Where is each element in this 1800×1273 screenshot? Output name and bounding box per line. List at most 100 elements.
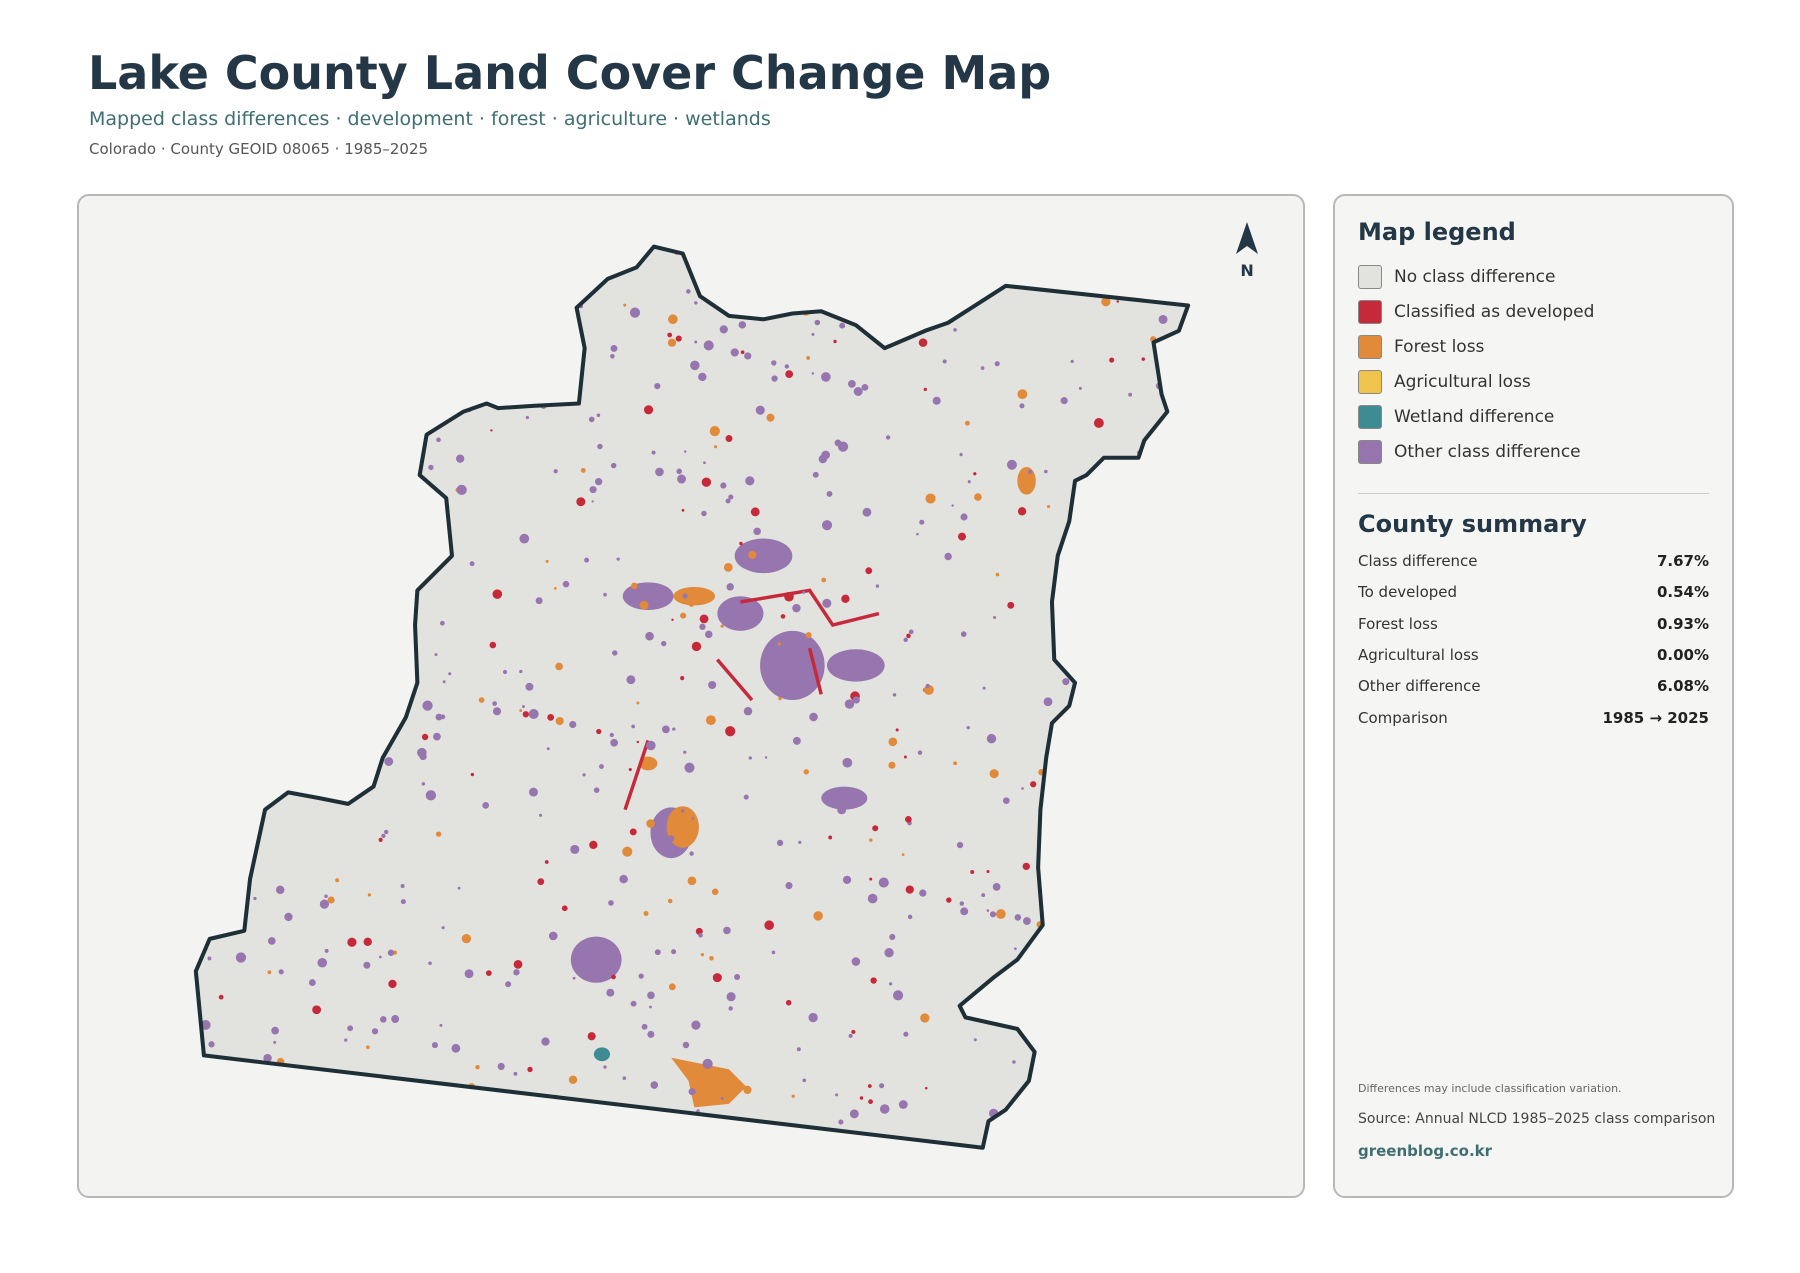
speckle — [745, 263, 751, 269]
summary-label: To developed — [1358, 583, 1458, 602]
speckle — [380, 1016, 387, 1023]
speckle — [200, 698, 206, 704]
speckle — [848, 1033, 853, 1038]
speckle — [688, 600, 695, 607]
speckle — [253, 424, 257, 428]
speckle — [1017, 507, 1027, 516]
speckle — [378, 837, 383, 842]
summary-row: Agricultural loss 0.00% — [1358, 646, 1709, 664]
speckle — [547, 714, 555, 721]
speckle — [645, 631, 654, 641]
speckle — [1177, 626, 1188, 637]
speckle — [456, 1093, 460, 1097]
speckle — [555, 716, 564, 726]
speckle — [1168, 1110, 1179, 1121]
speckle — [297, 720, 307, 731]
speckle — [1166, 823, 1173, 830]
summary-row: Comparison 1985 → 2025 — [1358, 709, 1709, 727]
speckle — [755, 405, 765, 415]
speckle — [808, 1012, 818, 1023]
speckle — [593, 787, 600, 793]
speckle — [569, 720, 577, 729]
legend-item: Agricultural loss — [1358, 370, 1531, 394]
speckle — [513, 959, 523, 969]
speckle — [1031, 998, 1040, 1007]
north-label: N — [1240, 261, 1253, 280]
speckle — [833, 339, 837, 344]
legend-swatch — [1358, 265, 1382, 289]
speckle — [1078, 269, 1083, 274]
speckle — [1096, 968, 1099, 972]
speckle — [381, 518, 385, 521]
speckle — [425, 790, 437, 801]
speckle — [519, 669, 523, 674]
speckle — [485, 970, 492, 977]
speckle — [313, 413, 319, 419]
speckle — [366, 1045, 370, 1049]
speckle — [606, 988, 615, 997]
speckle — [626, 1123, 637, 1134]
speckle — [699, 614, 709, 624]
speckle — [879, 1083, 885, 1089]
speckle — [694, 301, 698, 305]
speckle — [777, 642, 781, 646]
speckle — [702, 1058, 713, 1069]
speckle — [847, 310, 854, 317]
speckle — [433, 732, 441, 741]
speckle — [654, 383, 661, 390]
speckle — [223, 750, 232, 759]
speckle — [667, 338, 677, 347]
speckle — [680, 676, 685, 681]
speckle — [280, 350, 290, 360]
speckle — [980, 287, 986, 293]
speckle — [500, 280, 504, 284]
speckle — [1135, 1050, 1143, 1058]
speckle — [527, 1066, 533, 1073]
speckle — [400, 899, 406, 905]
speckle — [589, 486, 597, 494]
speckle — [1143, 535, 1149, 542]
speckle — [228, 727, 236, 735]
speckle — [1006, 459, 1017, 470]
speckle — [457, 886, 461, 890]
speckle — [354, 250, 363, 260]
speckle — [465, 1102, 474, 1111]
speckle — [232, 414, 242, 424]
speckle — [539, 259, 550, 270]
speckle — [441, 926, 445, 930]
county-fill — [195, 246, 1189, 1148]
speckle — [475, 1064, 480, 1070]
speckle — [448, 672, 452, 676]
speckle — [506, 293, 515, 301]
speckle — [956, 841, 964, 849]
summary-value: 0.54% — [1656, 583, 1709, 602]
speckle — [743, 706, 753, 716]
speckle — [661, 640, 667, 647]
speckle — [750, 507, 760, 517]
speckle — [749, 246, 760, 252]
speckle — [1147, 876, 1152, 881]
speckle — [1056, 616, 1062, 623]
speckle — [1135, 1059, 1140, 1065]
speckle — [327, 896, 335, 904]
speckle — [676, 468, 682, 475]
speckle — [1106, 800, 1116, 810]
speckle — [918, 338, 928, 347]
speckle — [594, 478, 603, 486]
speckle — [1070, 359, 1074, 363]
speckle — [359, 290, 366, 297]
speckle — [680, 809, 685, 813]
speckle — [439, 1023, 443, 1027]
speckle — [1019, 403, 1025, 409]
speckle — [852, 696, 860, 704]
speckle — [684, 762, 695, 773]
speckle — [867, 893, 878, 904]
speckle — [1083, 757, 1087, 761]
speckle — [273, 1040, 277, 1044]
speckle — [324, 948, 329, 953]
speckle — [836, 1148, 840, 1152]
speckle — [629, 828, 637, 836]
speckle — [835, 1093, 839, 1097]
speckle — [222, 1066, 233, 1077]
speckle — [698, 932, 703, 938]
